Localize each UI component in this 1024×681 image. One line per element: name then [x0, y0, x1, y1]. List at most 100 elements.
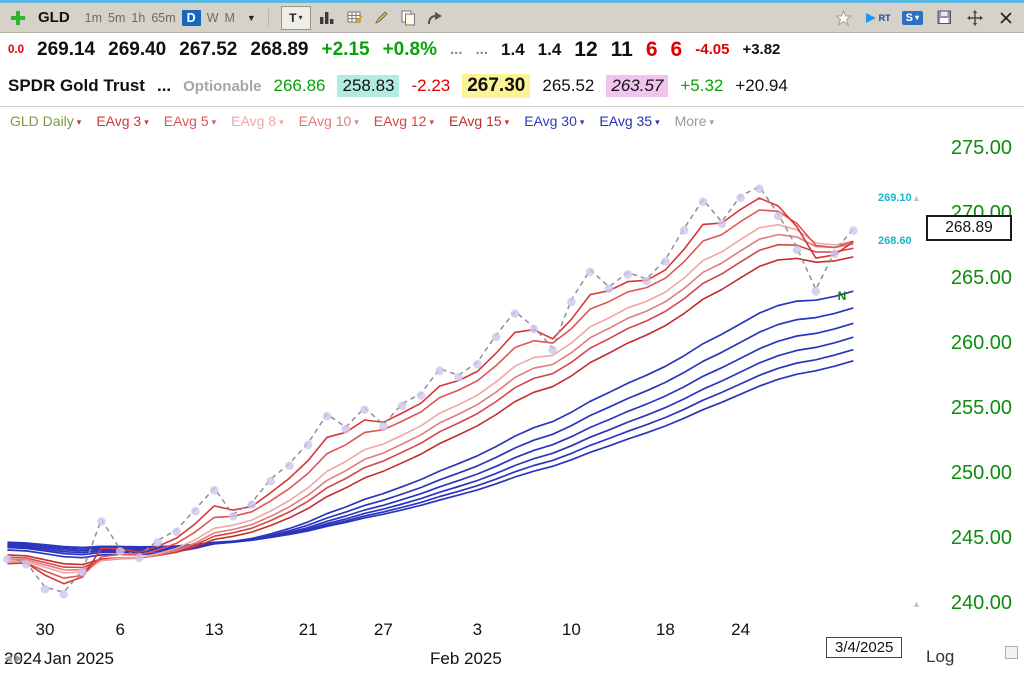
legend-item-eavg-3[interactable]: EAvg 3 ▾ — [96, 113, 148, 129]
legend-item-eavg-8[interactable]: EAvg 8 ▾ — [231, 113, 283, 129]
quote-value: ... — [475, 41, 489, 58]
chart-line — [7, 290, 854, 559]
price-dot — [755, 184, 764, 193]
notes-button[interactable] — [399, 7, 419, 29]
draw-button[interactable] — [372, 7, 392, 29]
price-dot — [379, 422, 388, 431]
price-axis-label: 275.00 — [950, 136, 1012, 159]
text-tool-button[interactable]: T ▾ — [280, 5, 311, 30]
chart-line — [7, 307, 854, 556]
legend-item-label: EAvg 35 — [599, 113, 653, 129]
price-axis-label: 265.00 — [950, 266, 1012, 289]
chevron-down-icon: ▾ — [709, 117, 715, 127]
chart-legend: GLD Daily ▾ EAvg 3 ▾ EAvg 5 ▾ EAvg 8 ▾ EAvg 10 ▾… — [10, 113, 714, 129]
timeframe-1m[interactable]: 1m — [84, 10, 103, 25]
security-value: +20.94 — [735, 76, 788, 95]
timeframe-group: 1m 5m 1h 65m D W M — [82, 9, 238, 27]
chart-canvas[interactable]: N — [0, 107, 924, 618]
rt-flag-icon — [865, 12, 876, 23]
legend-item-eavg-5[interactable]: EAvg 5 ▾ — [164, 113, 216, 129]
scroll-arrow-icon[interactable]: ▲ — [912, 599, 921, 609]
legend-item-eavg-15[interactable]: EAvg 15 ▾ — [449, 113, 509, 129]
legend-item-label: EAvg 15 — [449, 113, 502, 129]
price-dot — [59, 589, 69, 599]
legend-series[interactable]: GLD Daily ▾ — [10, 113, 81, 129]
price-dot — [736, 193, 745, 203]
price-axis-label: 260.00 — [950, 331, 1012, 354]
quote-value: 12 — [574, 37, 598, 61]
quote-value: ... — [449, 41, 463, 58]
chevron-down-icon: ▾ — [914, 13, 919, 22]
toolbar-divider — [267, 8, 269, 27]
timeframe-dropdown-caret[interactable]: ▼ — [246, 12, 256, 23]
x-axis-tick: 13 — [204, 620, 224, 639]
quote-value: 1.4 — [537, 39, 562, 59]
legend-item-label: EAvg 12 — [373, 113, 427, 129]
quote-value: +2.15 — [321, 38, 370, 60]
price-dot — [228, 511, 238, 521]
chevron-down-icon: ▾ — [579, 117, 585, 127]
timeframe-65m[interactable]: 65m — [151, 10, 176, 25]
quote-value: 6 — [645, 37, 658, 61]
price-dot — [40, 584, 50, 594]
legend-item-label: EAvg 8 — [231, 113, 277, 129]
move-window-button[interactable] — [965, 7, 985, 29]
chart-line — [7, 336, 854, 552]
legend-item-eavg-30[interactable]: EAvg 30 ▾ — [524, 113, 584, 129]
price-dot — [510, 309, 520, 318]
chevron-down-icon: ▾ — [144, 117, 149, 127]
price-dot — [717, 219, 727, 229]
save-button[interactable] — [934, 7, 954, 29]
legend-item-label: EAvg 10 — [298, 113, 352, 129]
chart-line — [7, 256, 854, 566]
chart-line — [7, 185, 854, 594]
chevron-down-icon: ▾ — [354, 117, 359, 127]
volume-bars-button[interactable] — [318, 7, 338, 29]
timeframe-D[interactable]: D — [181, 9, 201, 26]
price-dot — [792, 245, 802, 255]
price-dot — [529, 324, 539, 334]
favorite-button[interactable] — [834, 7, 854, 29]
series-label: GLD Daily — [10, 113, 74, 129]
share-button[interactable] — [426, 7, 446, 29]
grid-edit-button[interactable] — [345, 7, 365, 29]
price-dot — [21, 560, 31, 569]
quote-row-secondary: SPDR Gold Trust... Optionable 266.86 258.83… — [0, 66, 1024, 107]
sort-button[interactable]: S ▾ — [901, 10, 923, 25]
chevron-down-icon: ▾ — [76, 117, 82, 127]
legend-item-eavg-12[interactable]: EAvg 12 ▾ — [374, 113, 434, 129]
news-marker[interactable]: N — [838, 289, 847, 303]
legend-item-eavg-35[interactable]: EAvg 35 ▾ — [599, 113, 659, 129]
date-box[interactable]: 3/4/2025 — [826, 637, 903, 658]
price-dot — [473, 359, 482, 369]
timeframe-W[interactable]: W — [206, 10, 219, 25]
price-dot — [491, 332, 501, 342]
corner-icon[interactable] — [1005, 646, 1018, 659]
legend-items: EAvg 3 ▾ EAvg 5 ▾ EAvg 8 ▾ EAvg 10 ▾ EAvg 12 ▾ EAv… — [96, 113, 659, 129]
x-axis-tick: 10 — [561, 620, 581, 639]
quote-value: 269.14 — [37, 38, 96, 60]
price-dot — [303, 440, 313, 450]
legend-item-label: EAvg 5 — [163, 113, 209, 129]
close-window-button[interactable] — [996, 7, 1016, 29]
log-scale-label[interactable]: Log — [926, 647, 955, 666]
rt-label: RT — [878, 12, 891, 23]
chart-line — [7, 209, 854, 579]
time-axis[interactable]: 30 6 13 21 27 3 10 18 24 2024 Jan 2025 Feb 2025 … — [0, 618, 1024, 681]
legend-more[interactable]: More ▾ — [675, 113, 714, 129]
legend-item-eavg-10[interactable]: EAvg 10 ▾ — [299, 113, 359, 129]
price-dot — [773, 211, 783, 221]
chevron-down-icon: ▾ — [655, 117, 660, 127]
timeframe-5m[interactable]: 5m — [108, 10, 126, 25]
chart-line — [7, 322, 854, 554]
timeframe-1h[interactable]: 1h — [131, 10, 146, 25]
scroll-arrow-icon[interactable]: ▲ — [912, 193, 921, 203]
price-dot — [360, 405, 369, 414]
pan-arrows-icon[interactable]: ◄► — [2, 651, 25, 665]
timeframe-M[interactable]: M — [224, 10, 235, 25]
add-symbol-button[interactable] — [8, 7, 28, 29]
x-axis-tick: 21 — [298, 620, 318, 639]
price-axis[interactable]: 240.00 245.00 250.00 255.00 260.00 265.00 270.… — [924, 107, 1024, 618]
chart-region: N GLD Daily ▾ EAvg 3 ▾ EAvg 5 ▾ EAvg 8 ▾ EAvg 1… — [0, 107, 1024, 618]
realtime-indicator[interactable]: RT — [865, 7, 891, 29]
